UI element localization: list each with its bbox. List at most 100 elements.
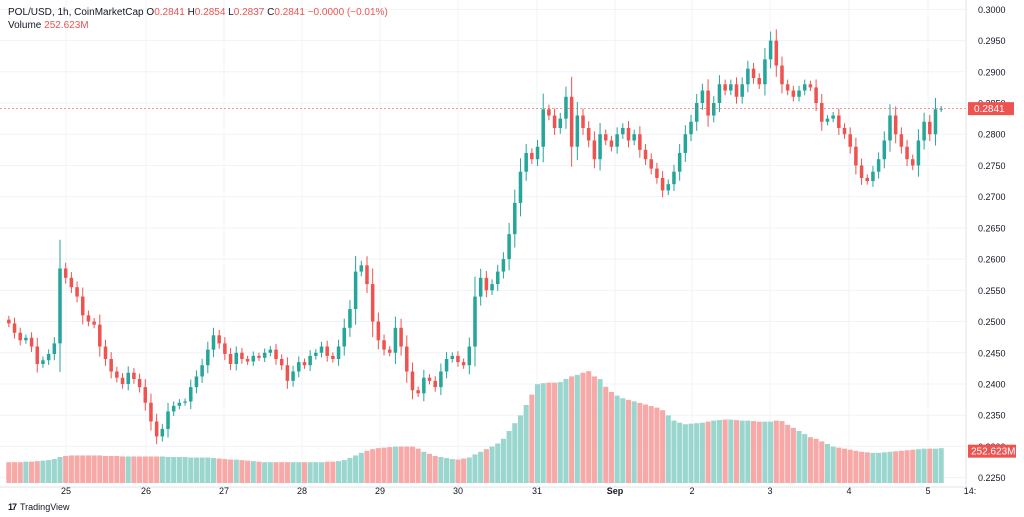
candle-body bbox=[683, 134, 688, 153]
volume-bar bbox=[228, 459, 234, 483]
volume-bar bbox=[114, 455, 120, 483]
candle-body bbox=[52, 343, 57, 355]
candle-body bbox=[422, 377, 426, 394]
volume-bar bbox=[927, 448, 933, 483]
volume-bar bbox=[199, 457, 205, 483]
candle-body bbox=[12, 323, 17, 333]
volume-bar bbox=[893, 451, 899, 483]
candle-body bbox=[757, 78, 762, 85]
candle-body bbox=[638, 134, 642, 150]
candle-body bbox=[251, 355, 256, 362]
price-axis[interactable]: 0.30000.29500.29000.28500.28000.27500.27… bbox=[978, 5, 1006, 483]
candle-body bbox=[274, 349, 278, 360]
volume-bar bbox=[421, 451, 427, 483]
volume-bar bbox=[785, 424, 791, 483]
volume-bar bbox=[51, 459, 57, 483]
candle-body bbox=[859, 165, 864, 178]
candle-body bbox=[223, 343, 227, 355]
volume-bar bbox=[409, 446, 416, 483]
volume-bar bbox=[631, 401, 637, 483]
candle-body bbox=[831, 115, 835, 119]
volume-bar bbox=[137, 456, 143, 483]
volume-bar bbox=[239, 460, 245, 483]
volume-bar bbox=[40, 460, 46, 483]
price-tick-label: 0.2800 bbox=[978, 130, 1006, 140]
candle-body bbox=[922, 121, 926, 141]
candle-body bbox=[427, 377, 432, 381]
candle-body bbox=[206, 349, 210, 366]
volume-bar bbox=[489, 446, 495, 483]
candle-body bbox=[530, 152, 534, 160]
open-value: 0.2841 bbox=[154, 7, 185, 18]
volume-bar bbox=[682, 424, 688, 483]
change-value: −0.0000 (−0.01%) bbox=[307, 7, 388, 18]
candle-body bbox=[518, 171, 523, 203]
volume-bar bbox=[205, 457, 211, 483]
volume-bar bbox=[17, 462, 23, 483]
volume-bar bbox=[762, 421, 768, 483]
volume-label[interactable]: Volume bbox=[8, 20, 42, 31]
candle-body bbox=[495, 271, 500, 285]
volume-bar bbox=[11, 462, 18, 483]
candle-body bbox=[245, 359, 250, 362]
candle-body bbox=[592, 140, 597, 160]
volume-bar bbox=[222, 459, 228, 483]
volume-bar bbox=[404, 446, 410, 483]
volume-bar bbox=[318, 462, 325, 483]
candle-body bbox=[46, 354, 51, 361]
volume-bar bbox=[557, 382, 563, 483]
volume-bar bbox=[876, 452, 882, 483]
volume-bar bbox=[580, 372, 586, 483]
last-volume-tag-text: 252.623M bbox=[971, 447, 1015, 458]
volume-bar bbox=[756, 421, 762, 483]
volume-bar bbox=[176, 457, 182, 483]
candle-body bbox=[541, 109, 545, 147]
candle-body bbox=[268, 349, 273, 353]
low-value: 0.2837 bbox=[233, 7, 265, 18]
volume-bar bbox=[102, 455, 109, 483]
candle-body bbox=[240, 352, 244, 360]
price-tick-label: 0.2450 bbox=[978, 348, 1006, 358]
volume-bar bbox=[802, 434, 808, 483]
candle-body bbox=[655, 168, 659, 178]
tradingview-brand[interactable]: 17 TradingView bbox=[8, 502, 70, 512]
volume-bar bbox=[591, 376, 597, 483]
candle-body bbox=[433, 380, 437, 388]
time-tick-label: 25 bbox=[61, 486, 71, 496]
candle-body bbox=[92, 321, 96, 325]
candle-body bbox=[615, 134, 619, 147]
volume-bar bbox=[688, 423, 694, 483]
volume-bar bbox=[864, 452, 870, 483]
time-tick-label: 29 bbox=[375, 486, 385, 496]
volume-bar bbox=[182, 457, 188, 483]
volume-bar bbox=[392, 446, 398, 483]
symbol-label[interactable]: POL/USD, 1h, CoinMarketCap bbox=[8, 7, 144, 18]
candle-body bbox=[461, 362, 466, 366]
volume-bar bbox=[500, 438, 506, 483]
volume-bar bbox=[620, 398, 626, 483]
candle-body bbox=[35, 346, 40, 365]
price-tick-label: 0.2550 bbox=[978, 286, 1006, 296]
volume-bar bbox=[381, 447, 387, 483]
price-tick-label: 0.2950 bbox=[978, 36, 1006, 46]
price-tick-label: 0.2700 bbox=[978, 192, 1006, 202]
time-axis[interactable]: 25 26 27 28 29 30 31 Sep 2 3 4 5 14: bbox=[61, 486, 976, 496]
volume-bar bbox=[574, 374, 580, 483]
candle-body bbox=[120, 377, 125, 384]
volume-bar bbox=[830, 446, 836, 483]
candle-body bbox=[29, 337, 34, 347]
time-tick-label: 5 bbox=[925, 486, 930, 496]
volume-bar bbox=[358, 452, 364, 483]
volume-bar bbox=[898, 450, 904, 483]
candle-body bbox=[149, 402, 153, 422]
candle-body bbox=[490, 284, 494, 291]
volume-bar bbox=[643, 404, 649, 483]
candle-body bbox=[598, 134, 602, 160]
volume-bar bbox=[569, 376, 575, 483]
volume-bar bbox=[608, 392, 614, 483]
volume-bar bbox=[819, 441, 825, 483]
volume-bar bbox=[444, 458, 450, 483]
candle-body bbox=[291, 371, 295, 381]
candlesticks bbox=[7, 29, 943, 445]
